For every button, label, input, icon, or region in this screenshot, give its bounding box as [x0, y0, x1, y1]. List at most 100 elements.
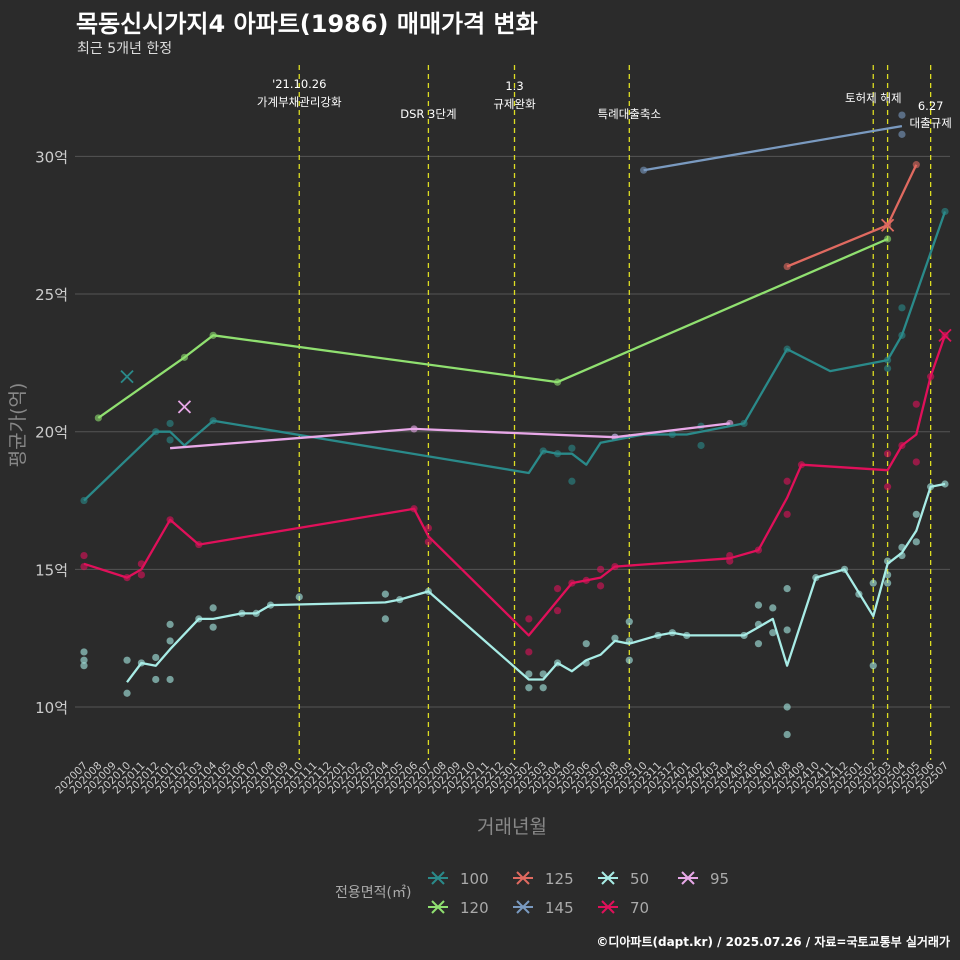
data-point	[597, 582, 605, 590]
legend-key	[598, 871, 618, 885]
data-point	[611, 634, 619, 642]
cross-marker	[938, 328, 952, 342]
event-label-line: 규제완화	[493, 97, 536, 111]
data-point	[625, 656, 633, 664]
legend-key	[513, 900, 533, 914]
page-subtitle: 최근 5개년 한정	[77, 41, 173, 57]
data-point	[152, 653, 160, 662]
data-point	[869, 662, 877, 670]
data-point	[884, 450, 892, 458]
data-point	[123, 656, 131, 664]
data-point	[539, 684, 547, 692]
x-axis-ticks: 2020072020082020092020102020112020122021…	[53, 759, 951, 796]
series-line	[643, 124, 903, 172]
plot-area	[80, 111, 952, 739]
event-label: 6.27 대출규제	[909, 99, 951, 130]
data-point	[912, 510, 920, 518]
y-axis-label: 평균가(억)	[7, 383, 29, 468]
data-point	[295, 593, 303, 601]
event-label: 특례대출축소	[598, 107, 661, 121]
legend-key	[513, 871, 533, 885]
x-axis-label: 거래년월	[477, 816, 547, 838]
legend-label: 125	[545, 870, 574, 888]
event-label-line: 가계부채관리강화	[257, 95, 342, 109]
data-point	[912, 458, 920, 466]
y-tick-label: 30억	[35, 148, 68, 166]
data-point	[568, 477, 576, 485]
event-label: 토허제 해제	[845, 91, 902, 105]
legend-label: 145	[545, 899, 574, 917]
data-point	[166, 620, 174, 629]
data-point	[869, 579, 877, 587]
cross-marker	[120, 370, 134, 384]
legend-label: 50	[630, 870, 649, 888]
data-point	[783, 730, 791, 739]
series-line	[83, 334, 947, 637]
series-line	[83, 211, 947, 502]
data-point	[525, 615, 533, 623]
data-point	[80, 662, 88, 670]
data-point	[568, 444, 576, 452]
data-point	[166, 419, 174, 428]
data-point	[80, 551, 88, 560]
data-point	[209, 604, 217, 612]
data-point	[912, 400, 920, 408]
data-point	[582, 640, 590, 648]
source-caption: ©디아파트(dapt.kr) / 2025.07.26 / 자료=국토교통부 실…	[596, 935, 950, 949]
cross-marker	[177, 400, 192, 414]
data-point	[166, 436, 174, 444]
legend-key	[428, 871, 448, 885]
data-point	[898, 130, 906, 138]
data-point	[597, 565, 605, 573]
data-point	[137, 571, 145, 579]
series-line	[126, 482, 946, 683]
legend: 전용면적(㎡) 100 125 50 95 120 145 70	[335, 870, 729, 917]
data-point	[625, 618, 633, 626]
data-point	[783, 626, 791, 634]
data-point	[884, 579, 892, 587]
data-point	[80, 648, 88, 656]
series-line	[786, 164, 918, 268]
y-tick-label: 10억	[35, 699, 68, 717]
data-point	[884, 483, 892, 491]
data-point	[754, 601, 763, 609]
data-point	[424, 524, 432, 532]
data-point	[783, 585, 791, 593]
event-label: 1.3 규제완화	[493, 79, 536, 111]
event-label-line: 특례대출축소	[598, 107, 661, 121]
event-label-line: 대출규제	[909, 116, 951, 130]
data-point	[381, 590, 389, 598]
legend-title: 전용면적(㎡)	[335, 885, 411, 901]
data-point	[123, 689, 131, 697]
data-point	[381, 615, 389, 623]
data-point	[209, 623, 217, 631]
legend-key	[598, 900, 618, 914]
data-point	[152, 675, 160, 684]
data-point	[553, 607, 562, 615]
data-point	[424, 538, 432, 546]
y-tick-label: 25억	[35, 286, 68, 304]
event-label-line: '21.10.26	[272, 77, 326, 91]
legend-label: 95	[710, 870, 729, 888]
event-label-line: 6.27	[918, 99, 944, 113]
series-line	[97, 237, 889, 419]
grid-lines	[75, 155, 950, 708]
y-tick-label: 20억	[35, 424, 68, 442]
data-point	[697, 441, 705, 450]
data-point	[783, 703, 791, 711]
data-point	[80, 656, 88, 664]
data-point	[769, 604, 777, 612]
event-label-line: 토허제 해제	[845, 91, 902, 105]
legend-label: 100	[460, 870, 489, 888]
data-point	[553, 585, 562, 593]
data-point	[166, 675, 174, 684]
event-label: '21.10.26 가계부채관리강화	[257, 77, 342, 109]
series-line	[170, 422, 730, 450]
data-point	[898, 304, 906, 312]
event-label: DSR 3단계	[400, 107, 456, 121]
event-label-line: 1.3	[505, 79, 523, 93]
data-point	[525, 670, 533, 678]
y-axis-ticks: 10억 15억 20억 25억 30억	[35, 148, 68, 717]
